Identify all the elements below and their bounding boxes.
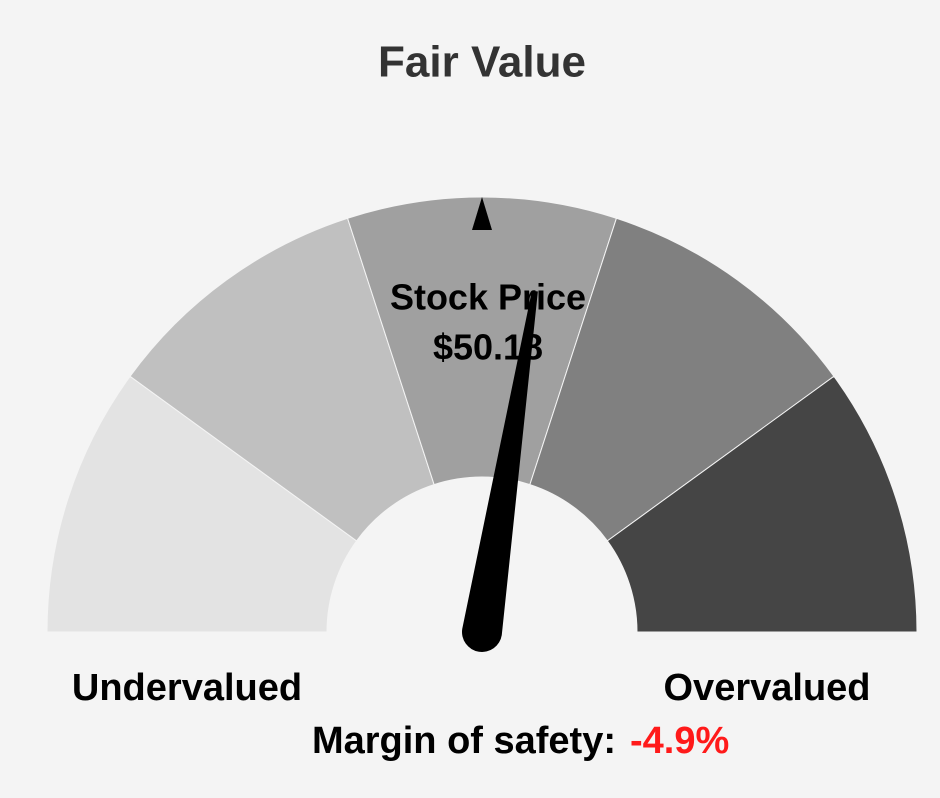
left-label: Undervalued xyxy=(72,667,302,709)
right-label: Overvalued xyxy=(664,667,871,709)
gauge-band xyxy=(46,375,358,633)
needle-group xyxy=(462,290,538,652)
gauge-band xyxy=(606,375,918,633)
center-label: Stock Price xyxy=(390,277,586,318)
gauge-band xyxy=(346,196,618,486)
value-caption: Margin of safety: xyxy=(312,720,616,762)
gauge-bands xyxy=(46,196,918,633)
value-label: -4.9% xyxy=(630,720,729,762)
chart-title: Fair Value xyxy=(378,38,586,87)
fair-value-marker xyxy=(472,197,492,230)
gauge-band xyxy=(529,217,835,542)
gauge-band xyxy=(129,217,435,542)
needle xyxy=(462,290,538,652)
